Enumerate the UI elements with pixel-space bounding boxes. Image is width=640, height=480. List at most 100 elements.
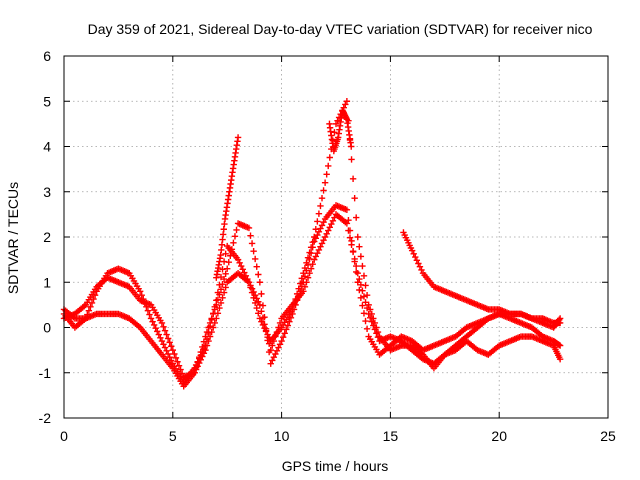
data-point: [348, 143, 355, 150]
data-point: [556, 342, 564, 349]
data-point: [351, 255, 358, 263]
data-point: [357, 294, 365, 301]
data-point: [357, 253, 365, 260]
data-point: [366, 306, 374, 313]
data-point: [360, 272, 368, 279]
data-point: [211, 303, 218, 311]
data-point: [362, 317, 369, 325]
data-point: [304, 254, 312, 261]
y-axis-label: SDTVAR / TECUs: [5, 182, 21, 294]
series-markers: [326, 107, 355, 155]
data-point: [178, 370, 186, 377]
data-point: [346, 234, 354, 241]
data-point: [216, 281, 223, 289]
data-point: [245, 279, 253, 286]
data-point: [311, 233, 318, 241]
y-tick-label: 1: [43, 274, 51, 290]
data-point: [278, 337, 285, 345]
data-point: [312, 253, 319, 260]
data-point: [275, 324, 282, 331]
data-point: [251, 255, 259, 263]
data-point: [334, 117, 341, 124]
data-point: [418, 266, 425, 274]
data-point: [219, 266, 226, 273]
data-point: [253, 304, 260, 312]
data-point: [345, 227, 352, 234]
data-point: [168, 357, 175, 364]
series-markers: [213, 134, 242, 281]
data-point: [197, 356, 204, 364]
data-point: [368, 318, 375, 325]
data-point: [138, 291, 145, 299]
data-point: [309, 238, 316, 246]
data-point: [359, 262, 366, 270]
data-point: [314, 249, 321, 257]
data-point: [363, 291, 371, 299]
data-point: [255, 271, 262, 278]
data-point: [356, 275, 363, 283]
series-markers: [60, 211, 564, 381]
x-tick-label: 25: [600, 428, 616, 444]
data-point: [556, 355, 564, 363]
data-point: [320, 218, 327, 226]
data-point: [272, 350, 279, 358]
data-point: [163, 331, 170, 338]
data-point: [354, 233, 361, 241]
data-point: [194, 363, 201, 370]
data-point: [245, 224, 253, 232]
data-point: [412, 253, 419, 261]
data-point: [276, 341, 284, 348]
data-point: [82, 315, 89, 322]
data-point: [343, 220, 351, 227]
data-point: [168, 343, 175, 350]
data-point: [343, 206, 351, 214]
data-point: [210, 324, 217, 331]
data-point: [317, 202, 324, 210]
data-point: [320, 237, 327, 244]
data-point: [318, 195, 326, 202]
data-point: [300, 270, 307, 277]
data-point: [200, 350, 208, 357]
data-point: [273, 328, 281, 336]
data-point: [256, 279, 264, 286]
y-tick-label: 5: [43, 93, 51, 109]
data-point: [84, 311, 91, 318]
data-point: [214, 310, 222, 317]
data-point: [256, 301, 264, 309]
y-tick-label: 6: [43, 48, 51, 64]
data-point: [353, 262, 360, 270]
data-point: [273, 347, 281, 354]
series-markers: [60, 98, 564, 385]
x-tick-label: 0: [60, 428, 68, 444]
data-point: [326, 154, 333, 161]
data-point: [172, 354, 180, 362]
data-point: [269, 357, 276, 364]
data-point: [321, 233, 329, 241]
data-point: [354, 270, 361, 277]
data-point: [374, 333, 382, 341]
data-point: [349, 248, 357, 256]
x-axis-label: GPS time / hours: [282, 458, 389, 474]
data-point: [136, 288, 144, 295]
data-point: [174, 358, 181, 365]
data-point: [164, 335, 172, 342]
data-point: [360, 293, 368, 300]
data-point: [213, 297, 220, 304]
data-point: [161, 327, 169, 334]
data-point: [262, 327, 270, 334]
data-point: [251, 299, 259, 307]
data-point: [237, 262, 245, 270]
data-point: [306, 249, 313, 256]
data-point: [311, 256, 318, 263]
data-point: [231, 233, 239, 240]
data-point: [239, 266, 246, 273]
data-point: [295, 285, 302, 292]
data-point: [325, 162, 332, 170]
data-point: [365, 310, 372, 318]
data-point: [258, 290, 265, 298]
data-point: [191, 369, 198, 376]
data-point: [315, 246, 323, 254]
x-tick-label: 15: [383, 428, 399, 444]
data-point: [362, 299, 369, 306]
